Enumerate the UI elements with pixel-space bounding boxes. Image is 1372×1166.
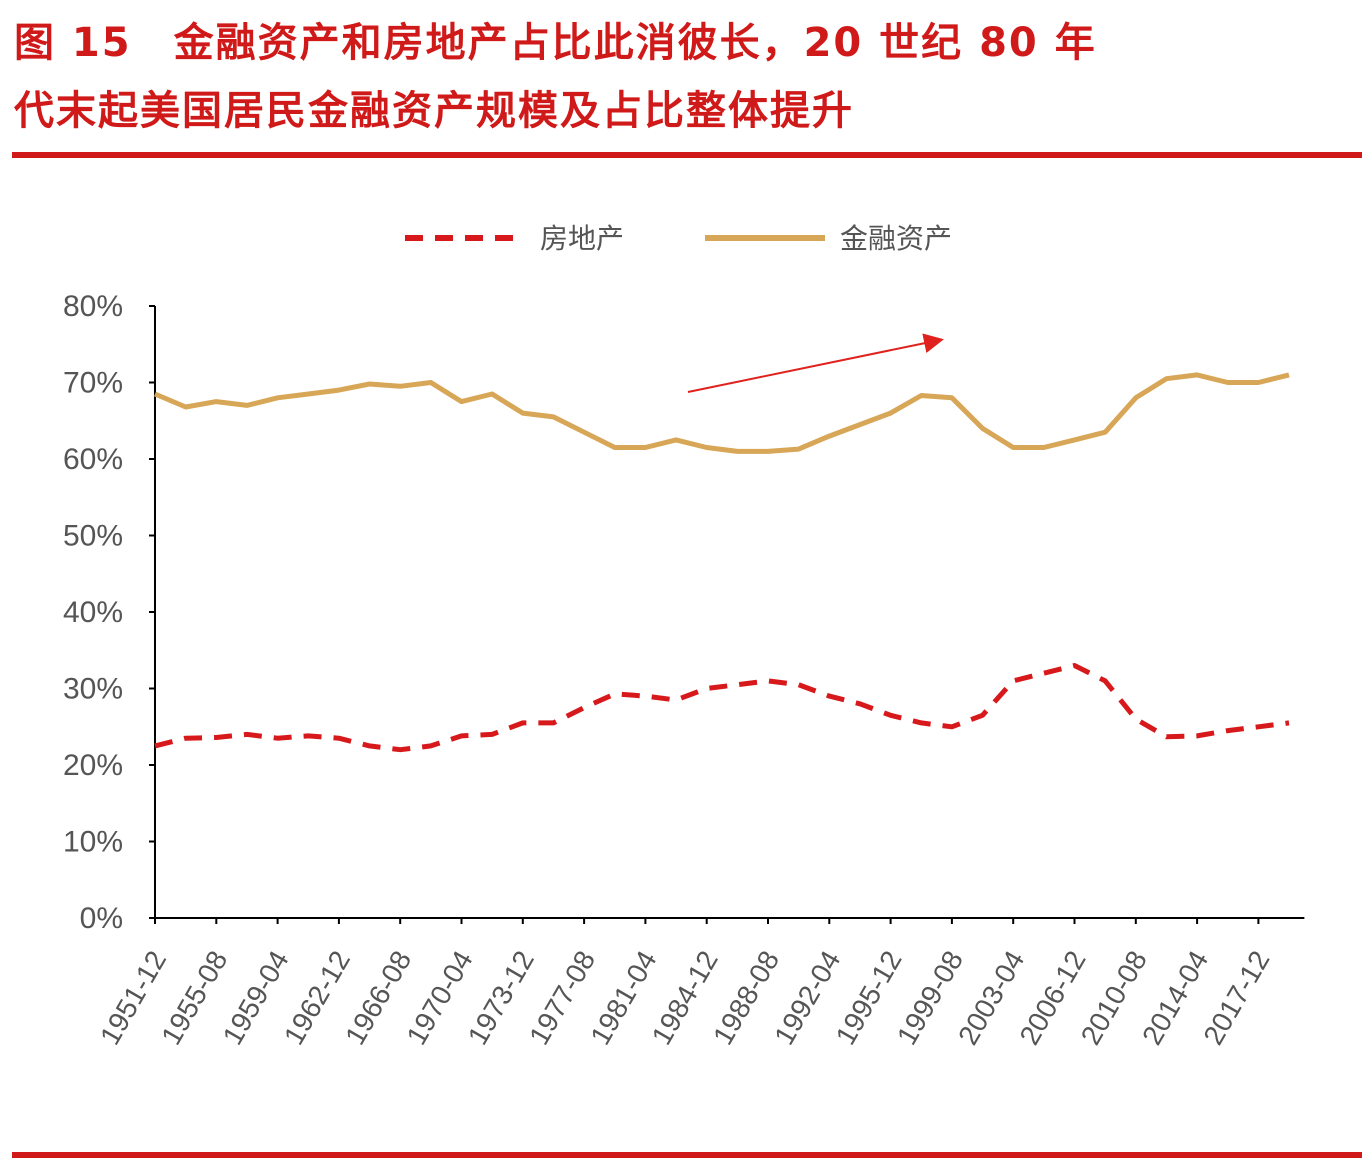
y-tick-label: 80%	[63, 290, 123, 323]
y-tick-label: 40%	[63, 596, 123, 629]
legend-label: 金融资产	[840, 223, 952, 254]
rule	[12, 152, 1362, 158]
y-tick-label: 50%	[63, 520, 123, 553]
legend-label: 房地产	[540, 223, 624, 254]
y-tick-label: 20%	[63, 749, 123, 782]
y-tick-label: 30%	[63, 673, 123, 706]
title: 图 15 金融资产和房地产占比此消彼长，20 世纪 80 年	[14, 20, 1097, 66]
series-line	[154, 372, 1290, 454]
rule	[12, 1152, 1362, 1158]
y-tick-label: 70%	[63, 367, 123, 400]
title: 代末起美国居民金融资产规模及占比整体提升	[14, 88, 854, 134]
y-tick-label: 60%	[63, 443, 123, 476]
y-tick-label: 0%	[80, 902, 123, 935]
y-tick-label: 10%	[63, 826, 123, 859]
series-line	[154, 663, 1290, 753]
trend-arrow	[687, 333, 944, 393]
